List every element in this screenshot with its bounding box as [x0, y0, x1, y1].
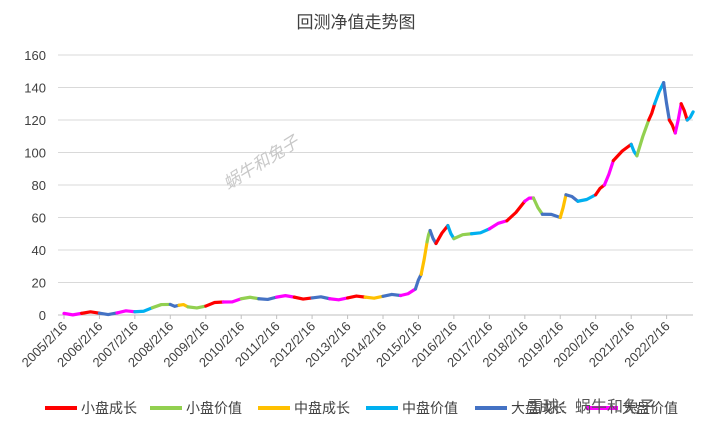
series-segment-大盘价值 [673, 102, 683, 135]
series-segment-大盘成长 [310, 295, 332, 301]
series-segment-中盘成长 [558, 193, 568, 220]
series-segment-大盘成长 [564, 193, 580, 203]
series-segment-中盘价值 [685, 110, 695, 122]
series-segment-中盘成长 [177, 302, 190, 309]
series-segment-小盘成长 [292, 295, 314, 301]
series-segment-小盘成长 [679, 102, 689, 122]
series-segment-大盘价值 [62, 311, 84, 317]
grid-lines [58, 54, 693, 316]
y-tick-label: 20 [32, 276, 46, 291]
series-segment-大盘成长 [257, 295, 279, 302]
series-segment-大盘成长 [97, 311, 119, 317]
series-segment-大盘价值 [487, 219, 509, 231]
series-segment-中盘成长 [363, 294, 385, 300]
series-segment-中盘价值 [469, 227, 491, 236]
series-segment-大盘价值 [115, 309, 137, 315]
legend-label: 小盘价值 [186, 400, 242, 416]
legend-label: 中盘价值 [402, 400, 458, 416]
legend: 小盘成长 小盘价值 中盘成长 中盘价值 大盘成长 大盘价值 [45, 400, 678, 416]
series-segment-大盘价值 [221, 297, 243, 304]
series-segment-大盘价值 [602, 159, 615, 187]
y-tick-label: 60 [32, 211, 46, 226]
series-line [62, 81, 695, 317]
y-tick-label: 140 [24, 81, 46, 96]
series-segment-大盘成长 [428, 228, 438, 246]
series-segment-小盘成长 [434, 224, 450, 246]
series-segment-小盘成长 [611, 142, 633, 163]
series-segment-小盘价值 [150, 302, 172, 310]
series-segment-小盘价值 [531, 196, 544, 216]
legend-label: 大盘成长 [511, 400, 567, 416]
legend-label: 大盘价值 [622, 400, 678, 416]
series-segment-中盘成长 [419, 240, 429, 276]
series-segment-小盘成长 [204, 300, 225, 308]
legend-label: 小盘成长 [81, 400, 137, 416]
series-segment-大盘成长 [413, 272, 423, 291]
x-axis: 2005/2/162006/2/162007/2/162008/2/162009… [19, 315, 673, 370]
series-segment-大盘成长 [540, 212, 562, 220]
series-segment-大盘价值 [398, 287, 418, 298]
series-segment-小盘成长 [647, 102, 657, 122]
platform-watermark: 雪球：蜗牛和兔子 [527, 398, 655, 416]
series-segment-大盘价值 [328, 296, 350, 302]
series-segment-小盘价值 [186, 304, 208, 310]
chart-title: 回测净值走势图 [297, 13, 416, 32]
series-segment-小盘价值 [452, 232, 474, 241]
y-tick-label: 40 [32, 243, 46, 258]
series-segment-大盘成长 [662, 81, 671, 122]
series-segment-小盘价值 [635, 118, 651, 158]
series-segment-大盘成长 [381, 292, 403, 298]
y-tick-label: 160 [24, 48, 46, 63]
series-segment-小盘成长 [79, 310, 102, 315]
series-segment-小盘价值 [239, 295, 261, 301]
series-segment-中盘价值 [576, 193, 598, 203]
y-tick-label: 0 [39, 308, 46, 323]
series-segment-中盘价值 [446, 224, 456, 241]
y-tick-label: 100 [24, 146, 46, 161]
y-tick-label: 80 [32, 178, 46, 193]
series-segment-小盘成长 [505, 199, 527, 223]
watermark-text: 蜗牛和兔子 [220, 132, 303, 194]
series-segment-小盘成长 [345, 294, 367, 300]
y-axis: 0 20 40 60 80 100 120 140 160 [24, 48, 46, 323]
legend-label: 中盘成长 [294, 400, 350, 416]
series-segment-中盘价值 [133, 306, 155, 314]
series-segment-小盘成长 [594, 183, 607, 197]
y-tick-label: 120 [24, 113, 46, 128]
series-segment-大盘价值 [275, 294, 296, 299]
series-segment-中盘价值 [653, 81, 666, 106]
